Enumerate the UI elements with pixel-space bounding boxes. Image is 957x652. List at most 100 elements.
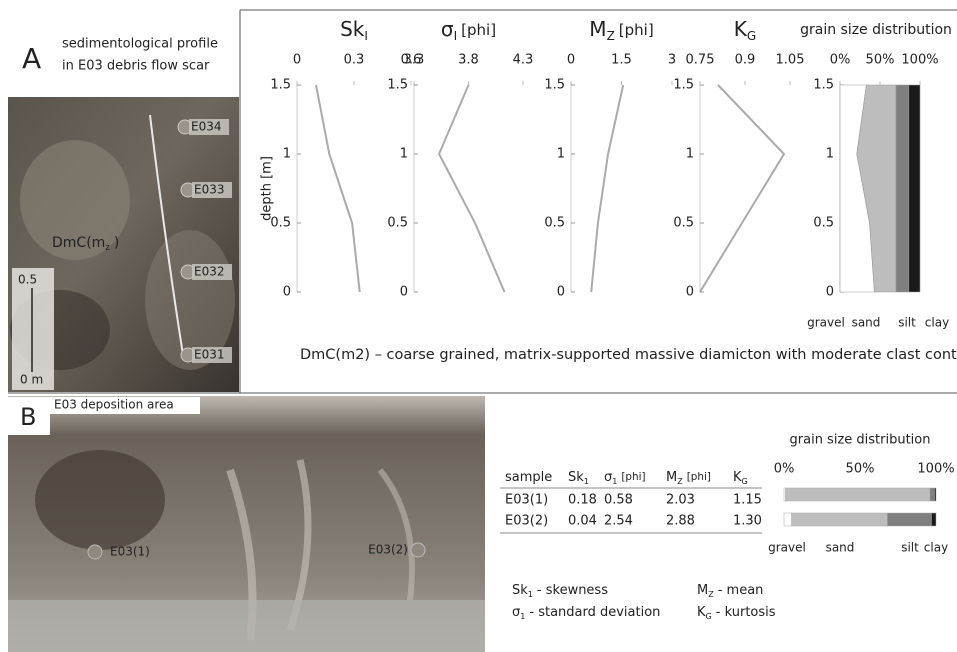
panel-label: A xyxy=(22,42,41,75)
legend-entry: Sk1 - skewness xyxy=(512,583,608,599)
unit-label-suffix: ) xyxy=(114,235,119,251)
chart-title-suffix: [phi] xyxy=(619,21,654,39)
x-tick-label: 0 xyxy=(293,53,301,68)
bar-segment xyxy=(887,512,932,527)
y-tick-label: 0 xyxy=(557,285,565,300)
profile-line xyxy=(437,84,506,293)
table-header-main: σ xyxy=(604,470,612,485)
table-header-sub: 1 xyxy=(612,476,617,485)
table-header-suffix: [phi] xyxy=(621,471,645,483)
y-tick-label: 0 xyxy=(283,285,291,300)
y-tick-label: 0 xyxy=(400,285,408,300)
x-tick-label: 0 xyxy=(567,53,575,68)
table-header-main: K xyxy=(733,470,742,485)
table-cell: 1.15 xyxy=(733,493,762,508)
caption: E03 deposition area xyxy=(54,398,174,412)
series-label: clay xyxy=(924,541,948,555)
unit-label-sub: z xyxy=(105,243,110,253)
bar-segment xyxy=(785,487,931,502)
legend-entry-suffix: - mean xyxy=(718,583,764,598)
legend-entry-sub: Z xyxy=(708,589,714,598)
bar-segment xyxy=(931,512,937,527)
sample-label-bg xyxy=(192,264,232,280)
table-header-suffix: [phi] xyxy=(687,471,711,483)
y-tick-label: 1.5 xyxy=(813,78,834,93)
table-cell: 0.58 xyxy=(604,493,633,508)
y-tick-label: 0 xyxy=(686,285,694,300)
sample-label: E03(2) xyxy=(368,543,408,557)
y-tick-label: 1.5 xyxy=(673,78,694,93)
table-cell: 0.04 xyxy=(568,514,597,529)
x-tick-label: 100% xyxy=(917,462,954,477)
y-tick-label: 1 xyxy=(557,147,565,162)
y-tick-label: 1.5 xyxy=(544,78,565,93)
sample-label-bg xyxy=(192,182,232,198)
x-tick-label: 4.3 xyxy=(513,53,534,68)
x-tick-label: 0% xyxy=(830,53,851,68)
y-tick-label: 1 xyxy=(686,147,694,162)
y-tick-label: 0.5 xyxy=(387,216,408,231)
legend-entry-suffix: - skewness xyxy=(537,583,608,598)
profile-line xyxy=(699,84,786,293)
table-header-sub: 1 xyxy=(584,476,589,485)
y-tick-label: 0.5 xyxy=(813,216,834,231)
bar-segment xyxy=(783,512,792,527)
chart-title-sub: I xyxy=(454,29,458,43)
table-cell: 2.54 xyxy=(604,514,633,529)
legend-entry-sub: 1 xyxy=(520,611,525,620)
y-tick-label: 1.5 xyxy=(270,78,291,93)
series-label: clay xyxy=(925,316,949,330)
x-tick-label: 50% xyxy=(866,53,895,68)
bar-segment xyxy=(934,487,937,502)
series-label: silt xyxy=(901,541,919,555)
profile-line xyxy=(590,84,625,293)
table-cell: E03(1) xyxy=(505,493,548,508)
sample-label: E03(1) xyxy=(110,545,150,559)
bar-segment xyxy=(791,512,888,527)
y-tick-label: 1 xyxy=(400,147,408,162)
profile-line xyxy=(315,84,361,293)
table-header-main: Sk xyxy=(568,470,584,485)
scale-label: 0 m xyxy=(20,373,43,387)
table-header-sub: G xyxy=(742,476,748,485)
unit-label-main: DmC(m xyxy=(52,235,105,251)
x-tick-label: 3.8 xyxy=(458,53,479,68)
series-label: sand xyxy=(826,541,855,555)
x-tick-label: 3 xyxy=(668,53,676,68)
table-cell: E03(2) xyxy=(505,514,548,529)
chart-title-main: M xyxy=(589,17,606,41)
table-header: Sk1 xyxy=(568,470,589,486)
table-header: sample xyxy=(505,470,552,485)
scale-label: 0.5 xyxy=(18,273,37,287)
legend-entry: MZ - mean xyxy=(697,583,763,599)
photo-b xyxy=(8,396,485,652)
chart-title-suffix: [phi] xyxy=(461,21,496,39)
sample-label: E031 xyxy=(194,348,225,362)
y-tick-label: 0.5 xyxy=(673,216,694,231)
area-segment xyxy=(908,84,921,293)
x-tick-label: 3.3 xyxy=(404,53,425,68)
chart-title-main: Sk xyxy=(340,17,365,41)
legend-entry-sub: G xyxy=(706,611,712,620)
chart-title: grain size distribution xyxy=(800,22,952,38)
y-tick-label: 1 xyxy=(826,147,834,162)
x-tick-label: 50% xyxy=(846,462,875,477)
legend-entry-sub: 1 xyxy=(528,589,533,598)
series-label: gravel xyxy=(807,316,845,330)
y-tick-label: 0.5 xyxy=(270,216,291,231)
sample-label-bg xyxy=(192,347,232,363)
table-header-main: M xyxy=(666,470,677,485)
y-axis-label: depth [m] xyxy=(260,156,275,221)
table-cell: 2.88 xyxy=(666,514,695,529)
caption: in E03 debris flow scar xyxy=(62,59,210,74)
sample-label: E033 xyxy=(194,183,225,197)
chart-title: σI [phi] xyxy=(441,17,496,43)
chart-title-sub: G xyxy=(747,29,756,43)
table-cell: 0.18 xyxy=(568,493,597,508)
x-tick-label: 0% xyxy=(774,462,795,477)
legend-entry-main: σ xyxy=(512,605,520,620)
description: DmC(m2) – coarse grained, matrix-support… xyxy=(300,347,957,363)
table-header-main: sample xyxy=(505,470,552,485)
